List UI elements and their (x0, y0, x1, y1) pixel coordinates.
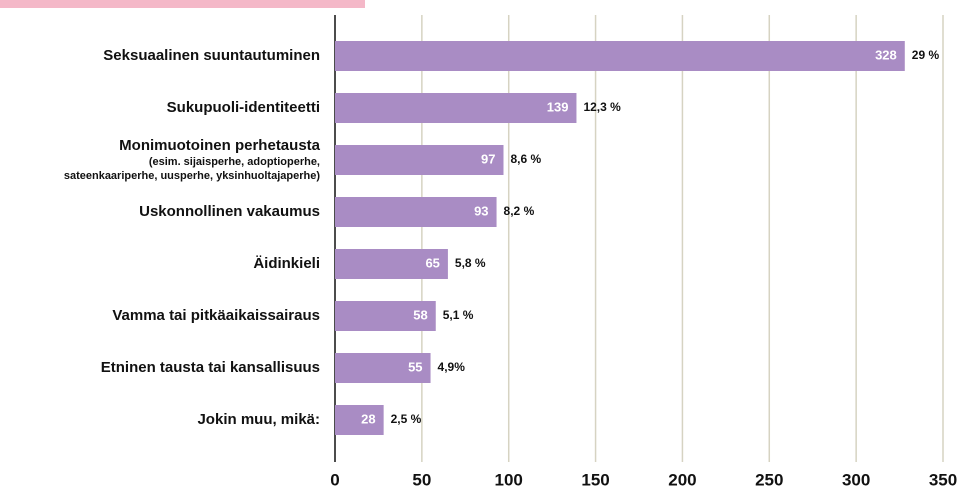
bar (335, 145, 504, 175)
x-tick-label: 50 (412, 470, 431, 489)
category-label: Uskonnollinen vakaumus (139, 203, 320, 220)
x-tick-label: 250 (755, 470, 783, 489)
x-tick-label: 350 (929, 470, 957, 489)
decor-band (0, 0, 365, 8)
value-label: 139 (547, 99, 569, 114)
value-label: 28 (361, 411, 375, 426)
share-label: 5,1 % (443, 308, 474, 322)
x-tick-label: 150 (581, 470, 609, 489)
bar (335, 301, 436, 331)
bar (335, 249, 448, 279)
category-label: Seksuaalinen suuntautuminen (103, 47, 320, 64)
share-label: 29 % (912, 48, 940, 62)
category-label: Jokin muu, mikä: (197, 411, 320, 428)
value-label: 55 (408, 359, 422, 374)
share-label: 2,5 % (391, 412, 422, 426)
share-label: 12,3 % (583, 100, 621, 114)
share-label: 5,8 % (455, 256, 486, 270)
value-label: 58 (413, 307, 427, 322)
share-label: 8,2 % (504, 204, 535, 218)
value-label: 65 (425, 255, 439, 270)
category-label: Sukupuoli-identiteetti (167, 99, 320, 116)
value-label: 328 (875, 47, 897, 62)
value-label: 97 (481, 151, 495, 166)
bar (335, 405, 384, 435)
x-tick-label: 300 (842, 470, 870, 489)
x-tick-label: 200 (668, 470, 696, 489)
category-sublabel: sateenkaariperhe, uusperhe, yksinhuoltaj… (64, 170, 320, 182)
bar (335, 41, 905, 71)
x-tick-label: 100 (495, 470, 523, 489)
category-sublabel: (esim. sijaisperhe, adoptioperhe, (149, 156, 320, 168)
x-tick-label: 0 (330, 470, 339, 489)
bar (335, 197, 497, 227)
value-label: 93 (474, 203, 488, 218)
category-label: Etninen tausta tai kansallisuus (101, 359, 320, 376)
bar (335, 353, 431, 383)
bar (335, 93, 577, 123)
category-label: Vamma tai pitkäaikaissairaus (112, 307, 320, 324)
share-label: 8,6 % (511, 152, 542, 166)
share-label: 4,9% (438, 360, 466, 374)
category-label: Monimuotoinen perhetausta (119, 137, 320, 154)
category-label: Äidinkieli (253, 255, 320, 272)
